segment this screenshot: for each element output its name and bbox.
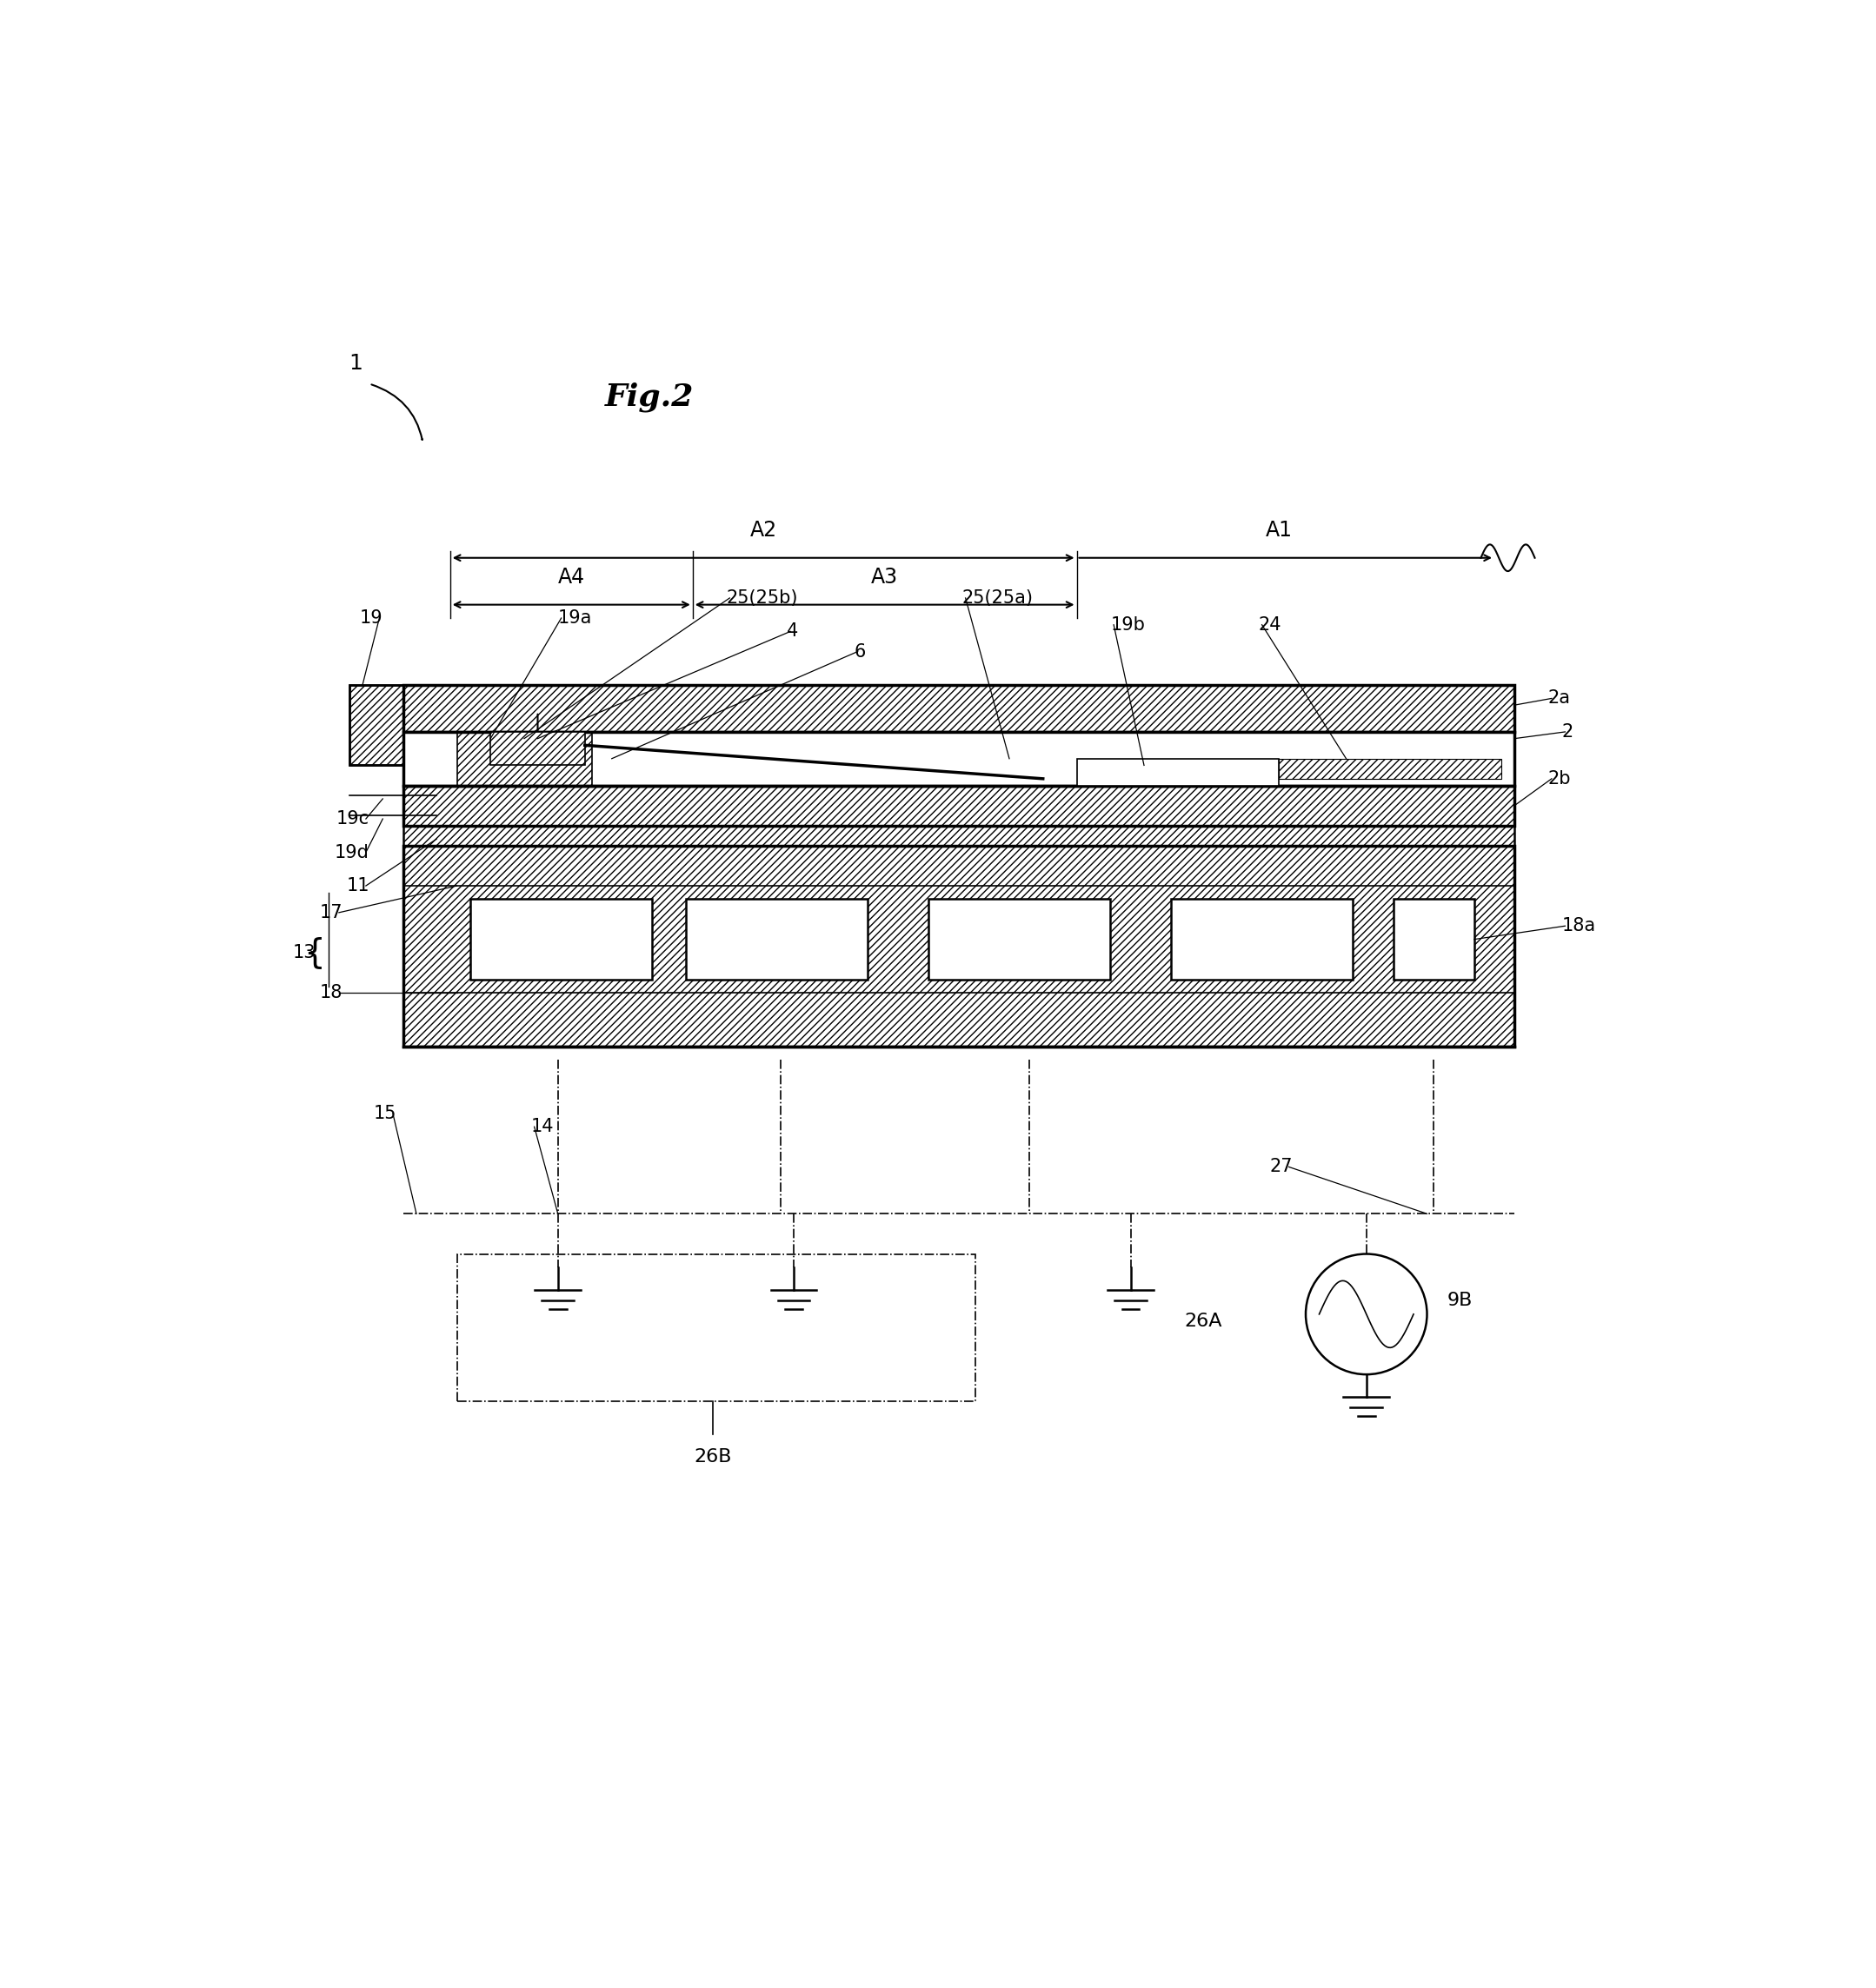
Text: 19d: 19d <box>334 843 370 861</box>
Text: 18a: 18a <box>1561 916 1596 934</box>
Bar <box>403 732 1514 785</box>
Text: 25(25b): 25(25b) <box>726 588 797 606</box>
Text: 2a: 2a <box>1548 690 1570 708</box>
Bar <box>458 732 591 785</box>
Text: A2: A2 <box>750 521 777 541</box>
Bar <box>349 686 403 765</box>
Bar <box>490 732 585 765</box>
Text: 6: 6 <box>854 642 867 660</box>
Bar <box>471 899 653 980</box>
Text: 19c: 19c <box>336 811 370 827</box>
Circle shape <box>1306 1254 1428 1374</box>
Text: 18: 18 <box>319 984 341 1002</box>
Text: A4: A4 <box>557 567 585 588</box>
Bar <box>687 899 869 980</box>
Bar <box>403 686 1514 732</box>
Text: 9B: 9B <box>1446 1292 1473 1310</box>
Text: 13: 13 <box>293 944 315 962</box>
Bar <box>1077 759 1279 785</box>
Bar <box>1171 899 1353 980</box>
Bar <box>403 686 1514 732</box>
Text: 2b: 2b <box>1548 769 1572 787</box>
Text: 24: 24 <box>1259 616 1281 634</box>
Text: A3: A3 <box>870 567 899 588</box>
Text: 27: 27 <box>1270 1159 1293 1175</box>
Bar <box>490 732 585 765</box>
Text: 14: 14 <box>531 1117 553 1135</box>
Text: 26A: 26A <box>1184 1312 1223 1330</box>
Bar <box>1279 759 1501 779</box>
Text: 4: 4 <box>786 622 799 640</box>
Text: 19b: 19b <box>1111 616 1144 634</box>
Text: 15: 15 <box>373 1105 396 1121</box>
Bar <box>1394 899 1475 980</box>
Text: 19a: 19a <box>557 610 593 626</box>
Text: 25(25a): 25(25a) <box>962 588 1034 606</box>
Bar <box>403 785 1514 825</box>
Bar <box>929 899 1111 980</box>
Bar <box>349 686 403 765</box>
Text: 2: 2 <box>1561 724 1574 742</box>
Text: 11: 11 <box>347 877 370 895</box>
Bar <box>458 1254 976 1402</box>
Text: Fig.2: Fig.2 <box>606 382 694 412</box>
Text: 17: 17 <box>319 905 341 920</box>
Text: {: { <box>304 936 325 970</box>
Text: 19: 19 <box>360 610 383 626</box>
Text: A1: A1 <box>1264 521 1293 541</box>
FancyArrowPatch shape <box>371 384 422 439</box>
Bar <box>403 845 1514 1046</box>
Text: 1: 1 <box>349 354 362 374</box>
Bar <box>403 825 1514 845</box>
Text: 26B: 26B <box>694 1447 732 1465</box>
